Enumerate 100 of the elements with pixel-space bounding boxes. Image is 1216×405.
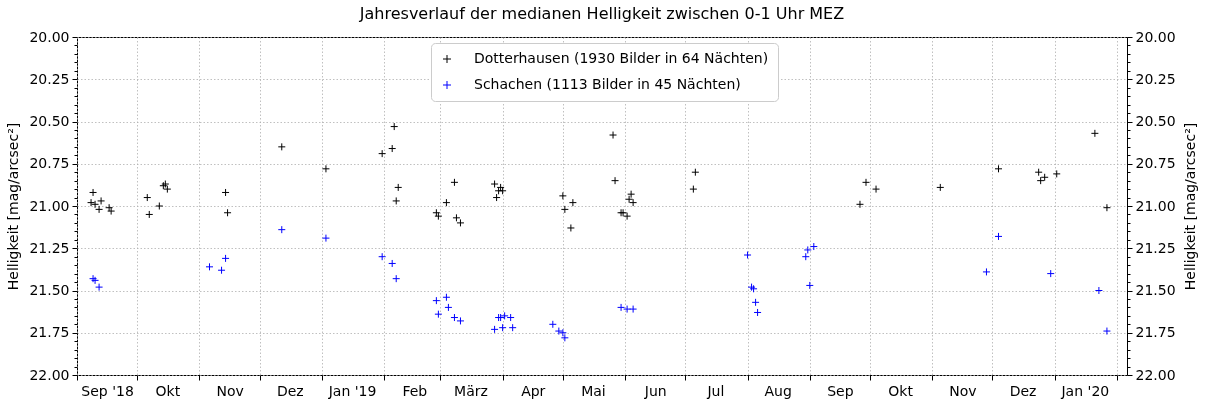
point xyxy=(1090,129,1099,138)
chart-title: Jahresverlauf der medianen Helligkeit zwischen 0-1 Uhr MEZ xyxy=(358,4,845,23)
y-tick-label: 21.00 xyxy=(29,197,70,214)
point xyxy=(805,281,814,290)
point xyxy=(145,210,154,219)
point xyxy=(623,305,632,314)
point xyxy=(434,212,443,221)
point xyxy=(560,205,569,214)
point xyxy=(492,193,501,202)
point xyxy=(450,178,459,187)
point xyxy=(1102,203,1111,212)
point xyxy=(442,293,451,302)
point xyxy=(321,234,330,243)
point xyxy=(1036,176,1045,185)
point xyxy=(205,262,214,271)
point xyxy=(554,327,563,336)
y-tick-label: 20.00 xyxy=(29,28,70,45)
point xyxy=(1094,286,1103,295)
y-tick-label: 22.00 xyxy=(29,366,70,383)
point xyxy=(221,188,230,197)
y2-tick-label: 20.25 xyxy=(1135,70,1176,87)
point xyxy=(862,178,871,187)
point xyxy=(223,208,232,217)
point xyxy=(490,325,499,334)
point xyxy=(143,193,152,202)
point xyxy=(498,323,507,332)
point xyxy=(388,259,397,268)
y2-tick-label: 22.00 xyxy=(1135,366,1176,383)
point xyxy=(689,185,698,194)
x-tick-label: Sep xyxy=(827,382,854,399)
point xyxy=(392,196,401,205)
point xyxy=(1052,169,1061,178)
point xyxy=(107,207,116,216)
y2-tick-label: 21.25 xyxy=(1135,239,1176,256)
point xyxy=(392,274,401,283)
x-tick-label: Feb xyxy=(402,382,428,399)
point xyxy=(378,149,387,158)
point xyxy=(753,308,762,317)
point xyxy=(105,203,114,212)
x-tick-label: Nov xyxy=(216,382,244,399)
point xyxy=(611,176,620,185)
point xyxy=(872,185,881,194)
y-tick-label: 21.75 xyxy=(29,324,70,341)
x-tick-label: Nov xyxy=(949,382,977,399)
point xyxy=(629,305,638,314)
y-tick-label: 20.25 xyxy=(29,70,70,87)
point xyxy=(548,320,557,329)
point xyxy=(982,267,991,276)
legend-label: Dotterhausen (1930 Bilder in 64 Nächten) xyxy=(474,50,769,66)
point xyxy=(277,142,286,151)
y2-tick-label: 20.50 xyxy=(1135,113,1176,129)
point xyxy=(434,310,443,319)
x-tick-label: Jun xyxy=(643,382,667,399)
y2-tick-label: 21.75 xyxy=(1135,324,1176,341)
point xyxy=(617,303,626,312)
y2-tick-label: 20.00 xyxy=(1135,28,1176,45)
point xyxy=(609,131,618,140)
point xyxy=(568,198,577,207)
x-tick-label: Jan '19 xyxy=(327,382,377,399)
point xyxy=(508,323,517,332)
point xyxy=(277,225,286,234)
point xyxy=(936,183,945,192)
point xyxy=(444,303,453,312)
y-axis-title: Helligkeit [mag/arcsec²] xyxy=(5,122,22,291)
x-tick-label: Dez xyxy=(276,382,304,399)
point xyxy=(801,252,810,261)
point xyxy=(390,122,399,131)
point xyxy=(95,283,104,292)
point xyxy=(743,251,752,260)
x-tick-label: Okt xyxy=(888,382,914,399)
point xyxy=(625,195,634,204)
x-tick-label: Sep '18 xyxy=(81,382,134,399)
x-tick-label: Apr xyxy=(521,382,546,399)
point xyxy=(994,232,1003,241)
point xyxy=(394,183,403,192)
y-tick-label: 20.50 xyxy=(29,113,70,129)
point xyxy=(809,242,818,251)
x-tick-label: März xyxy=(454,382,488,399)
point xyxy=(751,298,760,307)
point xyxy=(500,311,509,320)
x-tick-label: Dez xyxy=(1009,382,1037,399)
y2-axis-title: Helligkeit [mag/arcsec²] xyxy=(1181,122,1198,291)
point xyxy=(155,202,164,210)
point xyxy=(97,196,106,205)
y2-tick-label: 21.00 xyxy=(1135,197,1176,214)
point xyxy=(691,168,700,177)
point xyxy=(627,190,636,199)
y-tick-label: 21.50 xyxy=(29,282,70,298)
point xyxy=(566,223,575,232)
y2-tick-label: 20.75 xyxy=(1135,155,1176,172)
point xyxy=(855,200,864,209)
point xyxy=(1046,269,1055,278)
y-tick-label: 21.25 xyxy=(29,239,70,256)
legend-label: Schachen (1113 Bilder in 45 Nächten) xyxy=(474,76,741,92)
x-tick-label: Okt xyxy=(155,382,181,399)
point xyxy=(629,198,638,207)
point xyxy=(1102,327,1111,336)
point xyxy=(87,198,96,207)
point xyxy=(89,188,98,197)
y2-tick-label: 21.50 xyxy=(1135,282,1176,298)
